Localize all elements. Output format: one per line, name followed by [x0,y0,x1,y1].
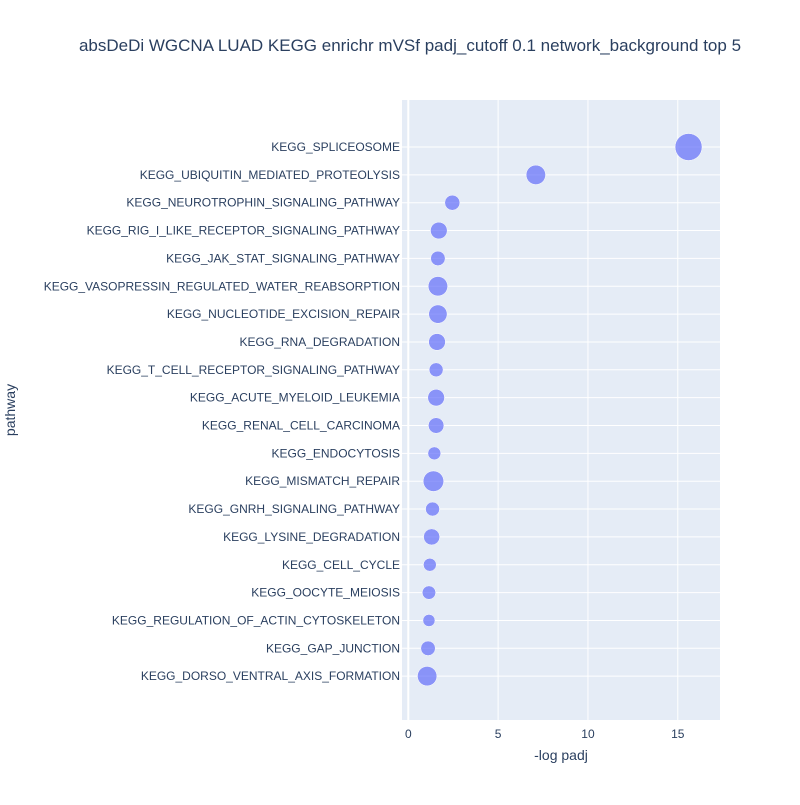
marker-point[interactable] [428,333,446,351]
y-tick-label: KEGG_UBIQUITIN_MEDIATED_PROTEOLYSIS [140,168,400,182]
x-tick-label: 5 [495,727,502,741]
marker-point[interactable] [444,194,461,211]
y-tick-label: KEGG_REGULATION_OF_ACTIN_CYTOSKELETON [112,613,400,627]
y-tick-label: KEGG_RENAL_CELL_CARCINOMA [202,419,400,433]
y-tick-label: KEGG_NEUROTROPHIN_SIGNALING_PATHWAY [126,196,400,210]
marker-point[interactable] [427,276,448,297]
marker-point[interactable] [430,221,448,240]
x-axis-title: -log padj [534,747,588,763]
y-tick-label: KEGG_VASOPRESSIN_REGULATED_WATER_REABSOR… [44,279,400,293]
marker-point[interactable] [417,666,438,687]
x-tick-label: 10 [581,727,595,741]
markers [417,133,703,687]
marker-point[interactable] [421,585,436,600]
y-tick-label: KEGG_GNRH_SIGNALING_PATHWAY [188,502,400,516]
y-tick-label: KEGG_T_CELL_RECEPTOR_SIGNALING_PATHWAY [107,363,400,377]
y-tick-label: KEGG_ACUTE_MYELOID_LEUKEMIA [190,391,400,405]
y-tick-labels: KEGG_SPLICEOSOME KEGG_UBIQUITIN_MEDIATED_… [44,140,401,683]
plot-area [402,100,720,720]
y-tick-label: KEGG_NUCLEOTIDE_EXCISION_REPAIR [167,307,401,321]
marker-point[interactable] [423,558,437,572]
y-tick-label: KEGG_LYSINE_DEGRADATION [223,530,400,544]
x-tick-label: 15 [671,727,685,741]
y-tick-label: KEGG_CELL_CYCLE [282,558,400,572]
marker-point[interactable] [428,417,445,434]
y-tick-label: KEGG_ENDOCYTOSIS [272,446,400,460]
marker-point[interactable] [422,470,444,492]
gridlines [402,100,720,720]
marker-point[interactable] [430,250,446,266]
marker-point[interactable] [427,446,442,461]
marker-point[interactable] [525,164,546,185]
marker-point[interactable] [422,614,436,627]
marker-point[interactable] [428,304,448,324]
marker-point[interactable] [674,133,703,161]
marker-point[interactable] [423,528,440,546]
y-tick-label: KEGG_OOCYTE_MEIOSIS [251,586,400,600]
y-tick-label: KEGG_DORSO_VENTRAL_AXIS_FORMATION [141,669,400,683]
y-tick-label: KEGG_MISMATCH_REPAIR [245,474,400,488]
marker-point[interactable] [420,640,436,656]
y-tick-label: KEGG_SPLICEOSOME [271,140,400,154]
y-axis-title: pathway [2,384,18,436]
y-tick-label: KEGG_RIG_I_LIKE_RECEPTOR_SIGNALING_PATHW… [87,224,400,238]
x-tick-label: 0 [405,727,412,741]
y-tick-label: KEGG_RNA_DEGRADATION [240,335,400,349]
marker-point[interactable] [427,389,445,407]
chart-title: absDeDi WGCNA LUAD KEGG enrichr mVSf pad… [79,36,741,55]
marker-point[interactable] [428,362,444,378]
y-tick-label: KEGG_JAK_STAT_SIGNALING_PATHWAY [166,251,400,265]
y-tick-label: KEGG_GAP_JUNCTION [266,641,400,655]
marker-point[interactable] [425,501,440,517]
x-tick-labels: 0 5 10 15 [405,727,685,741]
